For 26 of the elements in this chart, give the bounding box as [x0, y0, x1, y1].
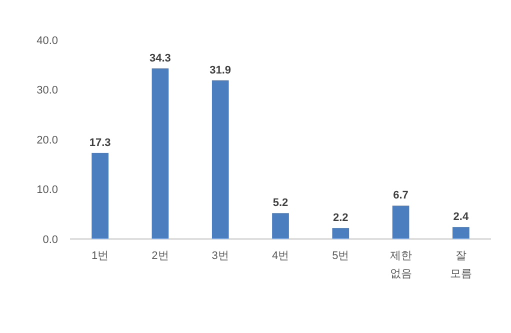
x-tick-label: 5번 [332, 250, 350, 262]
y-tick-label: 10.0 [36, 184, 58, 196]
x-tick-label: 잘 모름 [450, 250, 472, 280]
data-label: 5.2 [272, 197, 288, 210]
bar [332, 228, 350, 239]
bar [212, 80, 229, 239]
bar [152, 68, 169, 239]
bar [452, 227, 470, 239]
x-tick-label: 2번 [152, 250, 169, 262]
y-tick-label: 20.0 [36, 134, 58, 146]
x-tick-label: 3번 [212, 250, 229, 262]
x-tick-label: 4번 [272, 250, 290, 262]
bar [392, 206, 410, 239]
y-tick-label: 40.0 [36, 34, 58, 47]
bar [92, 152, 108, 239]
bar [272, 213, 289, 239]
data-label: 31.9 [210, 64, 232, 76]
data-label: 34.3 [150, 52, 171, 64]
y-tick-label: 0.0 [42, 234, 58, 246]
x-tick-label: 1번 [92, 250, 109, 262]
data-label: 2.4 [453, 211, 470, 224]
data-label: 2.2 [332, 212, 348, 224]
x-tick-label: 제한 없음 [390, 250, 412, 280]
y-tick-label: 30.0 [36, 84, 58, 97]
data-label: 6.7 [393, 190, 408, 202]
data-label: 17.3 [89, 136, 111, 149]
